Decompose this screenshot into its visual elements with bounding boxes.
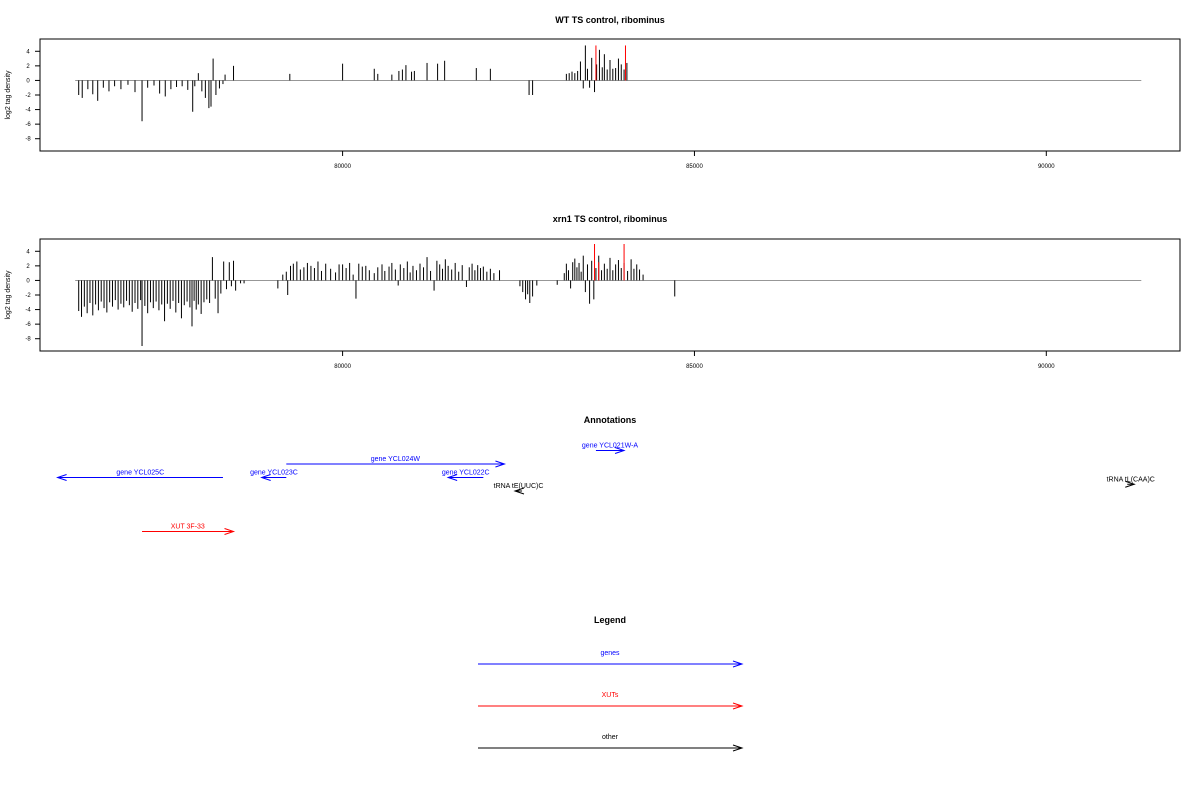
panel-wt-bars [75,45,1142,122]
annotation-features: gene YCL025C gene YCL023C gene YCL024W gene… [56,443,1155,535]
xrn1-xtick-label: 85000 [686,364,703,370]
legend-arrow-head [732,702,744,710]
xrn1-ytick-label: -8 [25,337,31,343]
legend-arrow-head [732,744,744,752]
xrn1-ytick-label: -2 [25,293,31,299]
feature-head [446,474,458,481]
wt-ytick-label: -2 [25,93,31,99]
feature-label: gene YCL021W-A [582,443,638,450]
annotations-panel: Annotations gene YCL025C gene YCL023Cgene… [56,415,1155,535]
panel-wt-ylabel: log2 tag density [5,70,12,120]
feature-head [260,474,271,481]
wt-xtick-label: 85000 [686,164,703,170]
feature-label: tRNA tL(CAA)C [1107,476,1155,483]
xrn1-xtick-label: 80000 [334,364,351,370]
xrn1-ytick-label: 0 [26,278,30,284]
panel-wt-title: WT TS control, ribominus [555,15,665,25]
legend-title: Legend [594,615,626,625]
panel-xrn1-title: xrn1 TS control, ribominus [553,214,668,224]
wt-ytick-label: -8 [25,137,31,143]
wt-ytick-label: 2 [26,64,30,70]
wt-xtick-label: 80000 [334,164,351,170]
feature-head [1125,480,1136,488]
legend-label: genes [600,650,620,657]
xrn1-ytick-label: -4 [25,308,31,314]
feature-label: gene YCL022C [442,470,490,477]
xrn1-ytick-label: 4 [26,249,30,255]
feature-head [495,460,507,468]
feature-head [56,474,67,481]
wt-xtick-label: 90000 [1038,164,1055,170]
feature-head [513,487,525,495]
feature-label: gene YCL023C [250,470,298,477]
wt-ytick-label: -4 [25,108,31,114]
panel-wt: WT TS control, ribominus log2 tag densit… [5,15,1181,170]
panel-xrn1-ylabel: log2 tag density [5,270,12,320]
panel-xrn1: xrn1 TS control, ribominus log2 tag dens… [5,214,1181,370]
feature-label: gene YCL024W [371,456,421,463]
xrn1-ytick-label: -6 [25,322,31,328]
wt-ytick-label: 4 [26,49,30,55]
wt-ytick-label: -6 [25,122,31,128]
panel-wt-y-axis: 4 2 0 -2 -4 -6 -8 [25,49,40,143]
feature-label: XUT 3F-33 [171,524,205,531]
panel-xrn1-x-axis: 80000 85000 90000 [334,351,1055,370]
wt-ytick-label: 0 [26,78,30,84]
legend-label: other [602,734,619,741]
xrn1-xtick-label: 90000 [1038,364,1055,370]
feature-head [224,528,236,535]
panel-xrn1-y-axis: 4 2 0 -2 -4 -6 -8 [25,249,40,343]
legend-panel: Legend genes XUTs other [478,615,744,752]
panel-xrn1-frame [39,238,1181,352]
legend-entries: genes XUTs other [478,650,744,752]
legend-arrow-head [732,660,744,668]
panel-xrn1-bars [75,244,1142,346]
feature-label: gene YCL025C [116,470,164,477]
feature-head [614,447,626,454]
legend-label: XUTs [602,692,619,699]
panel-wt-x-axis: 80000 85000 90000 [334,151,1055,170]
xrn1-ytick-label: 2 [26,264,30,270]
feature-label: tRNA tE(UUC)C [494,483,544,490]
annotations-title: Annotations [584,415,637,425]
